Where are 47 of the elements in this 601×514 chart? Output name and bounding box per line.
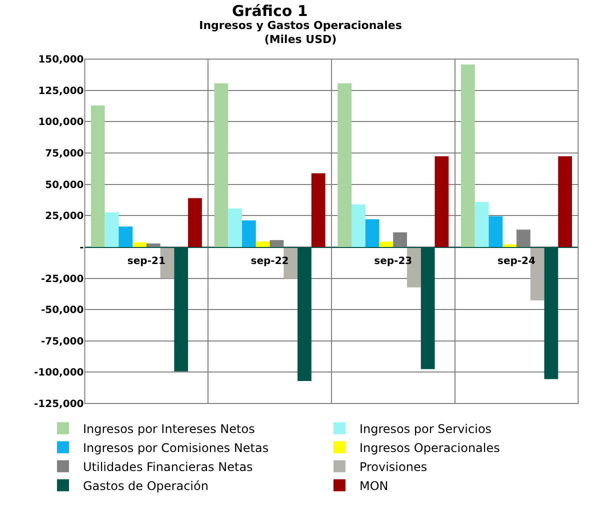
text: Gráfico 1 — [232, 2, 308, 20]
bar — [488, 216, 503, 247]
chart-subtitle: (Miles USD) — [264, 33, 337, 46]
bar — [228, 208, 242, 247]
legend-label: Ingresos Operacionales — [359, 440, 500, 455]
bar — [132, 242, 146, 247]
bar — [379, 242, 394, 247]
y-tick-label: 75,000 — [45, 148, 84, 160]
y-tick-label: 50,000 — [45, 180, 84, 191]
y-tick-label: - — [80, 242, 84, 254]
legend-label: Gastos de Operación — [83, 478, 208, 493]
bar — [188, 198, 202, 247]
y-tick-label: -25,000 — [40, 274, 84, 285]
bar — [460, 64, 475, 247]
y-tick-label: 125,000 — [38, 86, 84, 97]
y-tick-label: 150,000 — [38, 54, 84, 66]
bar — [434, 156, 449, 247]
bar — [104, 212, 119, 247]
bar — [338, 83, 352, 247]
bar — [256, 242, 270, 247]
bar — [311, 173, 326, 247]
legend-label: MON — [359, 478, 388, 493]
bar — [118, 226, 133, 247]
y-tick-label: 100,000 — [38, 117, 84, 128]
y-tick-label: -125,000 — [34, 398, 84, 410]
bar — [502, 244, 516, 247]
legend-label: Ingresos por Servicios — [359, 422, 492, 436]
y-tick-label: -50,000 — [40, 305, 84, 316]
legend-label: Ingresos por Intereses Netos — [83, 422, 255, 436]
chart-title: Ingresos y Gastos Operacionales — [199, 18, 402, 32]
bar — [352, 204, 366, 247]
bar — [214, 83, 228, 247]
legend-label: Utilidades Financieras Netas — [83, 460, 253, 474]
y-tick-label: -100,000 — [34, 368, 84, 379]
x-tick-label: sep-22 — [250, 256, 289, 267]
bar — [558, 156, 572, 247]
bar — [90, 105, 105, 247]
x-tick-label: sep-23 — [374, 256, 412, 267]
bar — [365, 219, 380, 247]
y-tick-label: 25,000 — [45, 211, 84, 222]
legend-label: Ingresos por Comisiones Netas — [83, 440, 269, 455]
bar — [242, 220, 256, 247]
bar — [474, 202, 489, 247]
y-tick-label: -75,000 — [40, 336, 84, 348]
x-tick-label: sep-21 — [127, 256, 166, 267]
x-tick-label: sep-24 — [497, 256, 536, 267]
legend-label: Provisiones — [359, 460, 428, 474]
